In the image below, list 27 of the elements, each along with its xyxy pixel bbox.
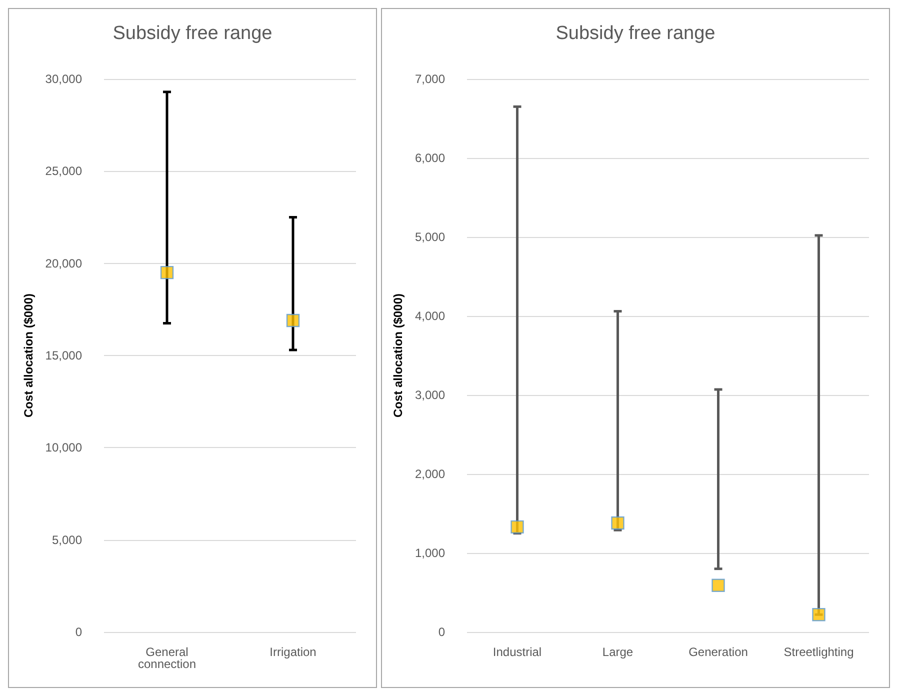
x-tick-label: Industrial <box>492 645 542 659</box>
x-tick-label: Irrigation <box>270 645 316 659</box>
y-tick-label: 1,000 <box>414 546 446 560</box>
x-tick-label: Streetlighting <box>784 645 854 659</box>
point <box>712 578 725 592</box>
y-tick-label: 6,000 <box>414 151 446 165</box>
chart-title: Subsidy free range <box>556 23 716 44</box>
x-tick-label: Generation <box>688 645 748 659</box>
y-tick-label: 4,000 <box>414 309 446 323</box>
y-tick-label: 20,000 <box>45 256 82 270</box>
y-tick-label: 0 <box>438 625 446 639</box>
chart-title: Subsidy free range <box>112 23 272 44</box>
y-tick-label: 10,000 <box>45 440 82 455</box>
y-axis-title: Cost allocation ($000) <box>391 293 406 418</box>
x-tick-label: General connection <box>138 645 196 671</box>
y-tick-label: 0 <box>75 625 82 639</box>
y-tick-label: 5,000 <box>52 532 82 547</box>
y-tick-label: 7,000 <box>414 72 446 86</box>
y-tick-label: 25,000 <box>45 164 82 178</box>
y-axis-title: Cost allocation ($000) <box>21 293 36 418</box>
x-tick-label: Large <box>602 645 634 659</box>
y-tick-label: 5,000 <box>414 230 446 244</box>
y-tick-label: 15,000 <box>45 348 82 362</box>
y-tick-label: 3,000 <box>414 388 446 402</box>
point <box>812 608 826 622</box>
y-tick-label: 30,000 <box>45 72 82 86</box>
y-tick-label: 2,000 <box>414 467 446 481</box>
